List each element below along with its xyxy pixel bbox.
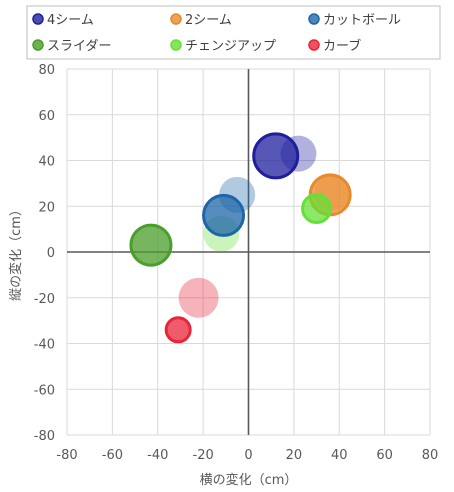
- y-tick-label: -60: [34, 383, 55, 398]
- x-tick-label: -40: [147, 448, 168, 463]
- y-tick-label: -80: [34, 429, 55, 444]
- legend-marker: [308, 13, 320, 25]
- bubble-point: [164, 316, 192, 344]
- bubble-point: [301, 193, 333, 225]
- legend-marker: [308, 39, 320, 51]
- x-tick-label: 80: [422, 448, 439, 463]
- bubble-point: [129, 223, 173, 267]
- y-tick-label: -20: [34, 292, 55, 307]
- legend-label: カットボール: [323, 13, 401, 28]
- y-tick-label: 40: [38, 155, 55, 170]
- legend-box: [26, 5, 441, 60]
- x-tick-label: 40: [331, 448, 348, 463]
- bubble-point: [252, 132, 300, 180]
- x-tick-label: 20: [286, 448, 303, 463]
- y-axis-label: 縦の変化（cm）: [8, 203, 24, 301]
- bubbles: [129, 132, 352, 344]
- x-tick-label: -20: [193, 448, 214, 463]
- legend-label: 2シーム: [185, 13, 232, 28]
- y-tick-label: 20: [38, 200, 55, 215]
- axes: [67, 69, 430, 435]
- x-tick-label: 0: [244, 448, 252, 463]
- y-tick-label: 60: [38, 109, 55, 124]
- tick-labels: -80 -60 -40 -20 0 20 40 60 80 80 60 40 20 0 -20 -40 -60 -…: [34, 63, 439, 463]
- x-tick-label: 60: [376, 448, 393, 463]
- legend-label: カーブ: [323, 38, 361, 54]
- bubble-point-faded: [178, 277, 219, 318]
- legend-marker: [32, 39, 44, 51]
- legend-marker: [170, 13, 182, 25]
- x-tick-label: -60: [102, 448, 123, 463]
- legend-marker: [32, 13, 44, 25]
- legend-label: 4シーム: [47, 13, 94, 28]
- legend-marker: [170, 39, 182, 51]
- bubble-point: [202, 193, 246, 237]
- x-axis-label: 横の変化（cm）: [200, 472, 298, 488]
- y-tick-label: 80: [38, 63, 55, 78]
- y-tick-label: -40: [34, 338, 55, 353]
- x-tick-label: -80: [56, 448, 77, 463]
- legend-label: チェンジアップ: [185, 39, 276, 54]
- legend-label: スライダー: [47, 39, 111, 54]
- y-tick-label: 0: [47, 246, 55, 261]
